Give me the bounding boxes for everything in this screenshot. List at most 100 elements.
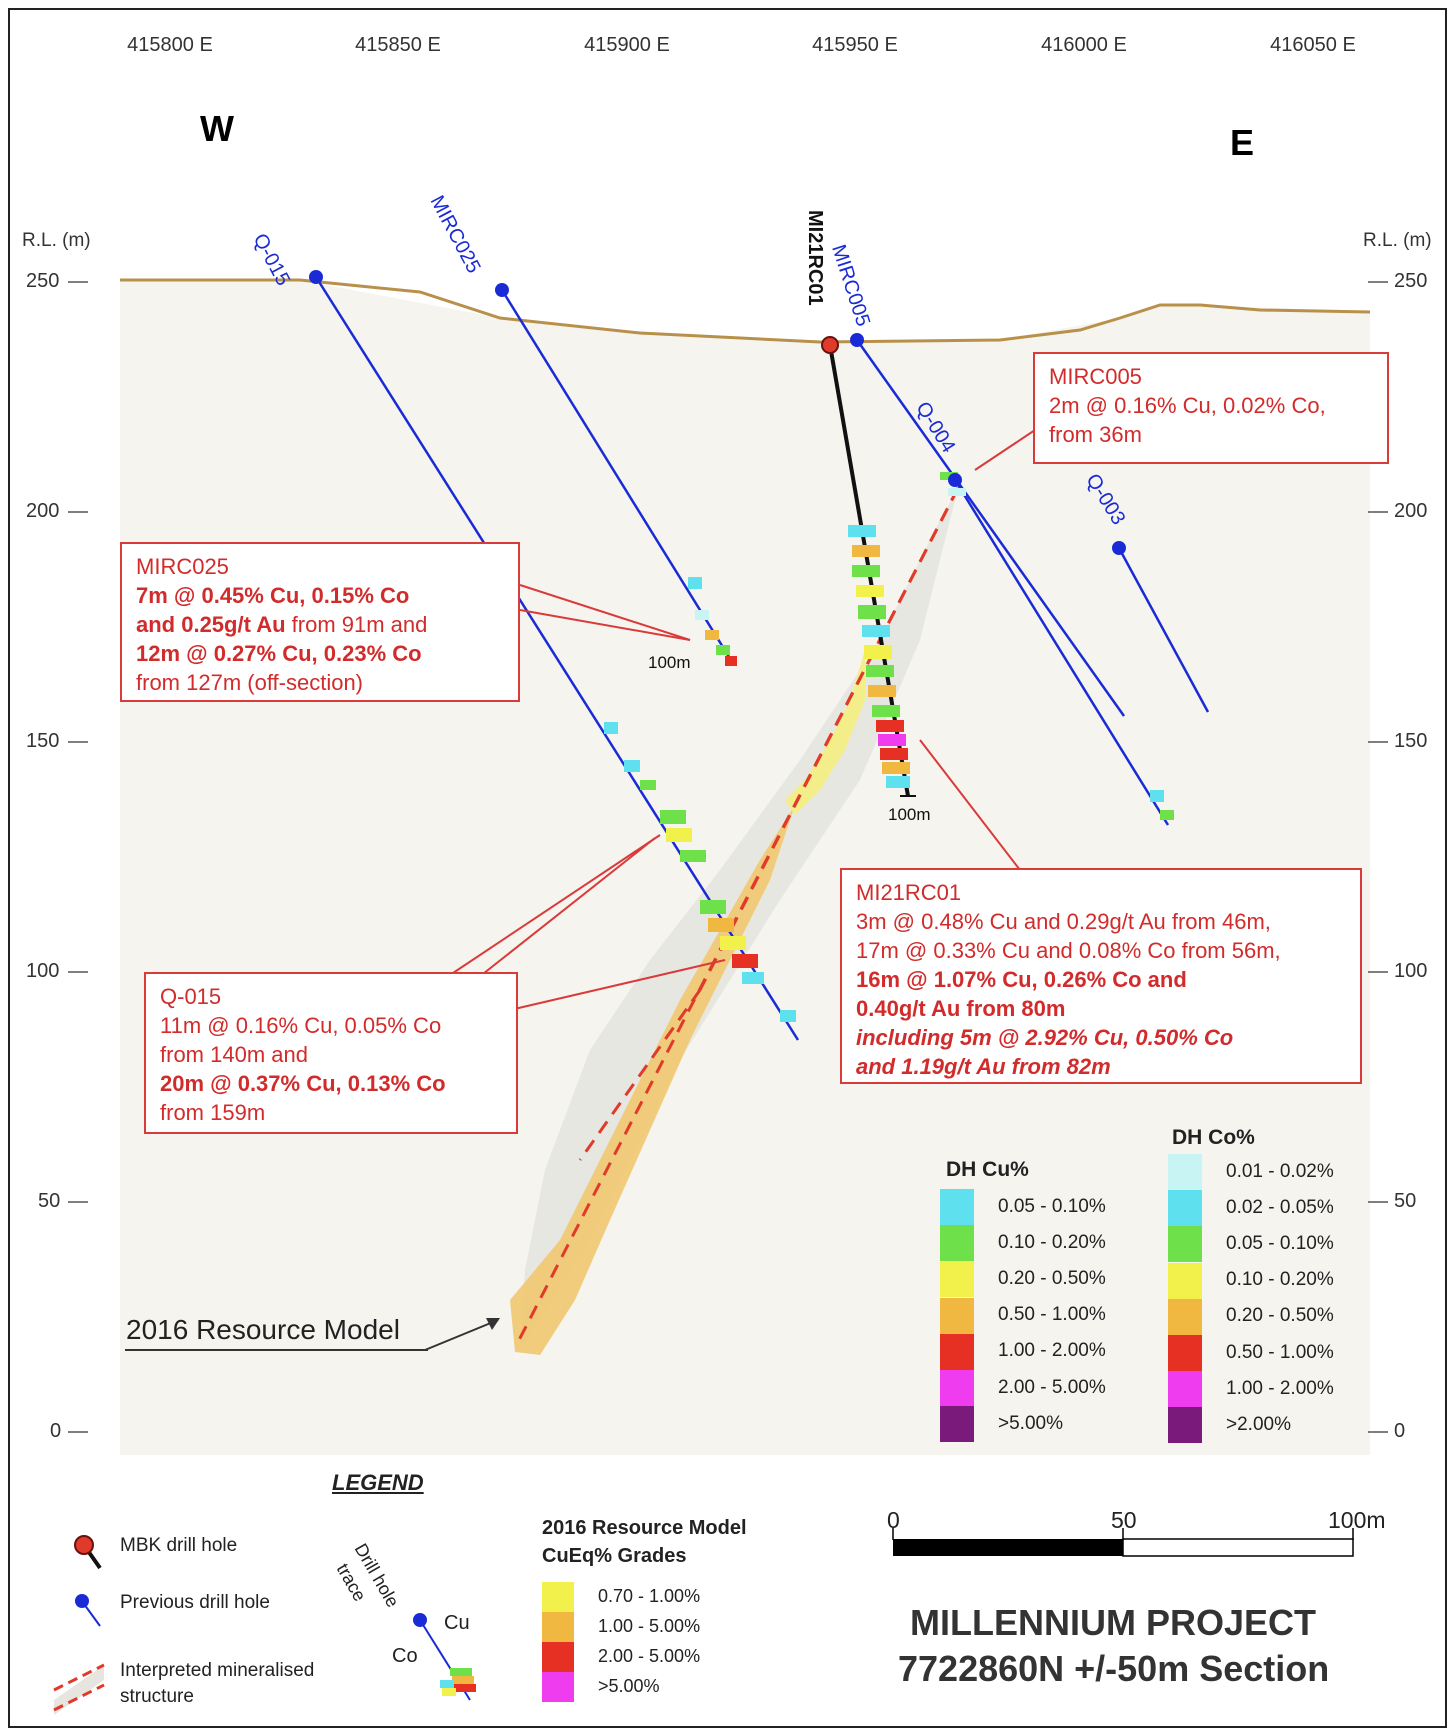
rl-ticks-left — [68, 281, 88, 1433]
grade-bars-mi21rc01 — [848, 525, 910, 788]
legend-swatch — [940, 1261, 974, 1298]
callout-line: 20m @ 0.37% Cu, 0.13% Co — [160, 1071, 446, 1096]
legend-swatch — [1168, 1262, 1202, 1299]
legend-swatch — [542, 1672, 574, 1702]
legend-swatch-label: 0.05 - 0.10% — [998, 1195, 1106, 1217]
drill-trace-q003 — [1117, 547, 1210, 713]
legend-prev-icon — [75, 1594, 89, 1608]
callout-line: 2m @ 0.16% Cu, 0.02% Co, — [1049, 393, 1326, 418]
legend-structure-line-1 — [53, 1663, 105, 1692]
legend-swatch — [1168, 1298, 1202, 1335]
drill-trace-mirc005 — [855, 339, 1126, 717]
resource-model-arrowhead — [486, 1318, 500, 1330]
callout-mirc005: MIRC005 2m @ 0.16% Cu, 0.02% Co, from 36… — [1033, 352, 1389, 464]
grade-bars-mirc025 — [688, 577, 737, 666]
scale-bar-white — [1122, 1538, 1354, 1557]
rl-tick-right: 50 — [1394, 1190, 1417, 1212]
rl-axis-label-left: R.L. (m) — [22, 230, 91, 251]
legend-swatch-label: 0.70 - 1.00% — [598, 1586, 701, 1606]
leader-mirc025-b — [519, 609, 691, 641]
legend-swatch-label: 0.10 - 0.20% — [1226, 1269, 1334, 1291]
legend-swatch-label: 0.50 - 1.00% — [998, 1304, 1106, 1326]
grade-bars-q015 — [604, 722, 796, 1022]
drill-trace-q004 — [953, 479, 1170, 826]
callout-mirc025: MIRC025 7m @ 0.45% Cu, 0.15% Co and 0.25… — [120, 542, 520, 702]
leader-mirc025-a — [519, 584, 691, 641]
rl-ticks-right — [1368, 281, 1388, 1433]
easting-tick: 415850 E — [355, 34, 441, 56]
callout-mi21rc01: MI21RC01 3m @ 0.48% Cu and 0.29g/t Au fr… — [840, 868, 1362, 1084]
grade-bars-mirc005 — [940, 472, 966, 496]
callout-span: from 91m and — [285, 612, 428, 637]
resource-grades-title: 2016 Resource Model — [542, 1517, 747, 1539]
callout-title: MIRC005 — [1049, 364, 1142, 389]
west-label: W — [200, 108, 234, 149]
scale-label: 100m — [1328, 1507, 1386, 1533]
legend-swatch-label: 1.00 - 2.00% — [1226, 1377, 1334, 1399]
project-title: MILLENNIUM PROJECT — [910, 1602, 1317, 1643]
callout-line: 17m @ 0.33% Cu and 0.08% Co from 56m, — [856, 938, 1281, 963]
legend-co-label: Co — [392, 1645, 418, 1667]
legend-swatch-label: 0.20 - 0.50% — [998, 1267, 1106, 1289]
hole-label-mi21rc01: MI21RC01 — [804, 210, 826, 306]
callout-line: and 1.19g/t Au from 82m — [856, 1054, 1111, 1079]
legend-trace-collar — [413, 1613, 427, 1627]
callout-line: 0.40g/t Au from 80m — [856, 996, 1066, 1021]
rl-tick-right: 200 — [1394, 500, 1428, 522]
legend-swatch — [1168, 1190, 1202, 1227]
legend-swatch — [1168, 1335, 1202, 1371]
collar-q003 — [1112, 541, 1126, 555]
scale-label: 50 — [1111, 1507, 1137, 1533]
legend-trace-bars — [440, 1668, 476, 1696]
legend-swatch — [940, 1370, 974, 1406]
dh-cu-title: DH Cu% — [946, 1158, 1029, 1181]
rl-axis-label-right: R.L. (m) — [1363, 230, 1432, 251]
legend-swatch-label: 0.20 - 0.50% — [1226, 1305, 1334, 1327]
legend-swatch-label: 0.10 - 0.20% — [998, 1231, 1106, 1253]
leader-q015-a — [449, 834, 661, 976]
legend-swatch — [542, 1582, 574, 1612]
grade-bars-q004 — [1150, 790, 1174, 820]
easting-tick: 415900 E — [584, 34, 670, 56]
depth-marker-mirc025: 100m — [648, 653, 691, 672]
legend-swatch-label: 0.50 - 1.00% — [1226, 1341, 1334, 1363]
resource-body-yellow — [785, 650, 865, 815]
rl-tick-right: 0 — [1394, 1420, 1406, 1442]
legend-swatch-label: 2.00 - 5.00% — [598, 1646, 701, 1666]
callout-line: from 159m — [160, 1100, 266, 1125]
scale-bar-black — [893, 1539, 1123, 1556]
callout-line: and 0.25g/t Au from 91m and — [136, 610, 504, 639]
callout-line: from 127m (off-section) — [136, 670, 364, 695]
legend-swatch — [542, 1642, 574, 1672]
callout-line: 3m @ 0.48% Cu and 0.29g/t Au from 46m, — [856, 909, 1271, 934]
structure-line-base — [578, 989, 702, 1161]
drill-trace-mirc025 — [500, 289, 736, 666]
resource-model-label: 2016 Resource Model — [126, 1314, 400, 1345]
callout-title: Q-015 — [160, 984, 222, 1009]
easting-tick: 416050 E — [1270, 34, 1356, 56]
callout-line: 11m @ 0.16% Cu, 0.05% Co — [160, 1013, 442, 1038]
legend-swatch-label: 0.05 - 0.10% — [1226, 1232, 1334, 1254]
easting-tick: 415800 E — [127, 34, 213, 56]
leader-mi21rc01 — [919, 739, 1021, 871]
rl-tick-left: 250 — [26, 270, 60, 292]
legend-swatch — [542, 1612, 574, 1642]
legend-swatch-label: >5.00% — [598, 1676, 660, 1696]
callout-line: 12m @ 0.27% Cu, 0.23% Co — [136, 641, 422, 666]
legend-swatch — [1168, 1407, 1202, 1444]
rl-tick-right: 150 — [1394, 730, 1428, 752]
dh-co-title: DH Co% — [1172, 1126, 1255, 1149]
collar-q004 — [948, 473, 962, 487]
scale-label: 0 — [887, 1507, 900, 1533]
collar-mirc025 — [495, 283, 509, 297]
rl-tick-left: 0 — [50, 1420, 62, 1442]
collar-mi21rc01 — [821, 336, 839, 354]
legend-swatch-label: >2.00% — [1226, 1413, 1291, 1435]
callout-q015: Q-015 11m @ 0.16% Cu, 0.05% Co from 140m… — [144, 972, 518, 1134]
legend-previous-label: Previous drill hole — [120, 1592, 270, 1613]
legend-structure-label: structure — [120, 1686, 194, 1707]
depth-marker-mi21rc01: 100m — [888, 805, 931, 824]
legend-structure-label: Interpreted mineralised — [120, 1660, 315, 1681]
legend-swatch — [940, 1225, 974, 1262]
legend-swatch — [940, 1406, 974, 1443]
